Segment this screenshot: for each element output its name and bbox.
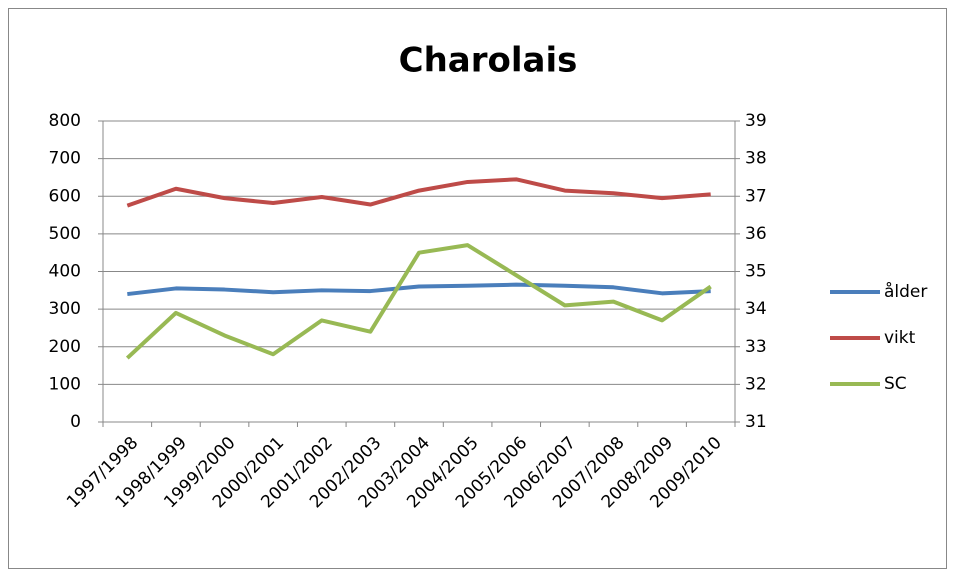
y2-tick-label: 33 <box>745 337 767 357</box>
legend-label: SC <box>884 374 907 394</box>
y-tick-label: 200 <box>49 337 81 357</box>
y-tick-label: 500 <box>49 224 81 244</box>
y2-tick-label: 34 <box>745 299 767 319</box>
y2-tick-label: 35 <box>745 262 767 282</box>
y2-tick-label: 38 <box>745 149 767 169</box>
line-series <box>127 282 711 297</box>
line-series <box>125 243 712 360</box>
y-tick-label: 600 <box>49 186 81 206</box>
y-tick-label: 300 <box>49 299 81 319</box>
y-tick-label: 0 <box>70 412 81 432</box>
chart-title: Charolais <box>399 41 578 81</box>
y-tick-label: 800 <box>49 111 81 131</box>
legend-label: ålder <box>884 281 927 302</box>
y-tick-label: 700 <box>49 149 81 169</box>
y-tick-label: 400 <box>49 262 81 282</box>
y2-tick-label: 31 <box>745 412 767 432</box>
y2-tick-label: 32 <box>745 374 767 394</box>
y2-tick-label: 39 <box>745 111 767 131</box>
line-series <box>126 177 711 208</box>
y2-tick-label: 36 <box>745 224 767 244</box>
y2-tick-label: 37 <box>745 186 767 206</box>
legend-label: vikt <box>884 328 916 348</box>
y-tick-label: 100 <box>49 374 81 394</box>
